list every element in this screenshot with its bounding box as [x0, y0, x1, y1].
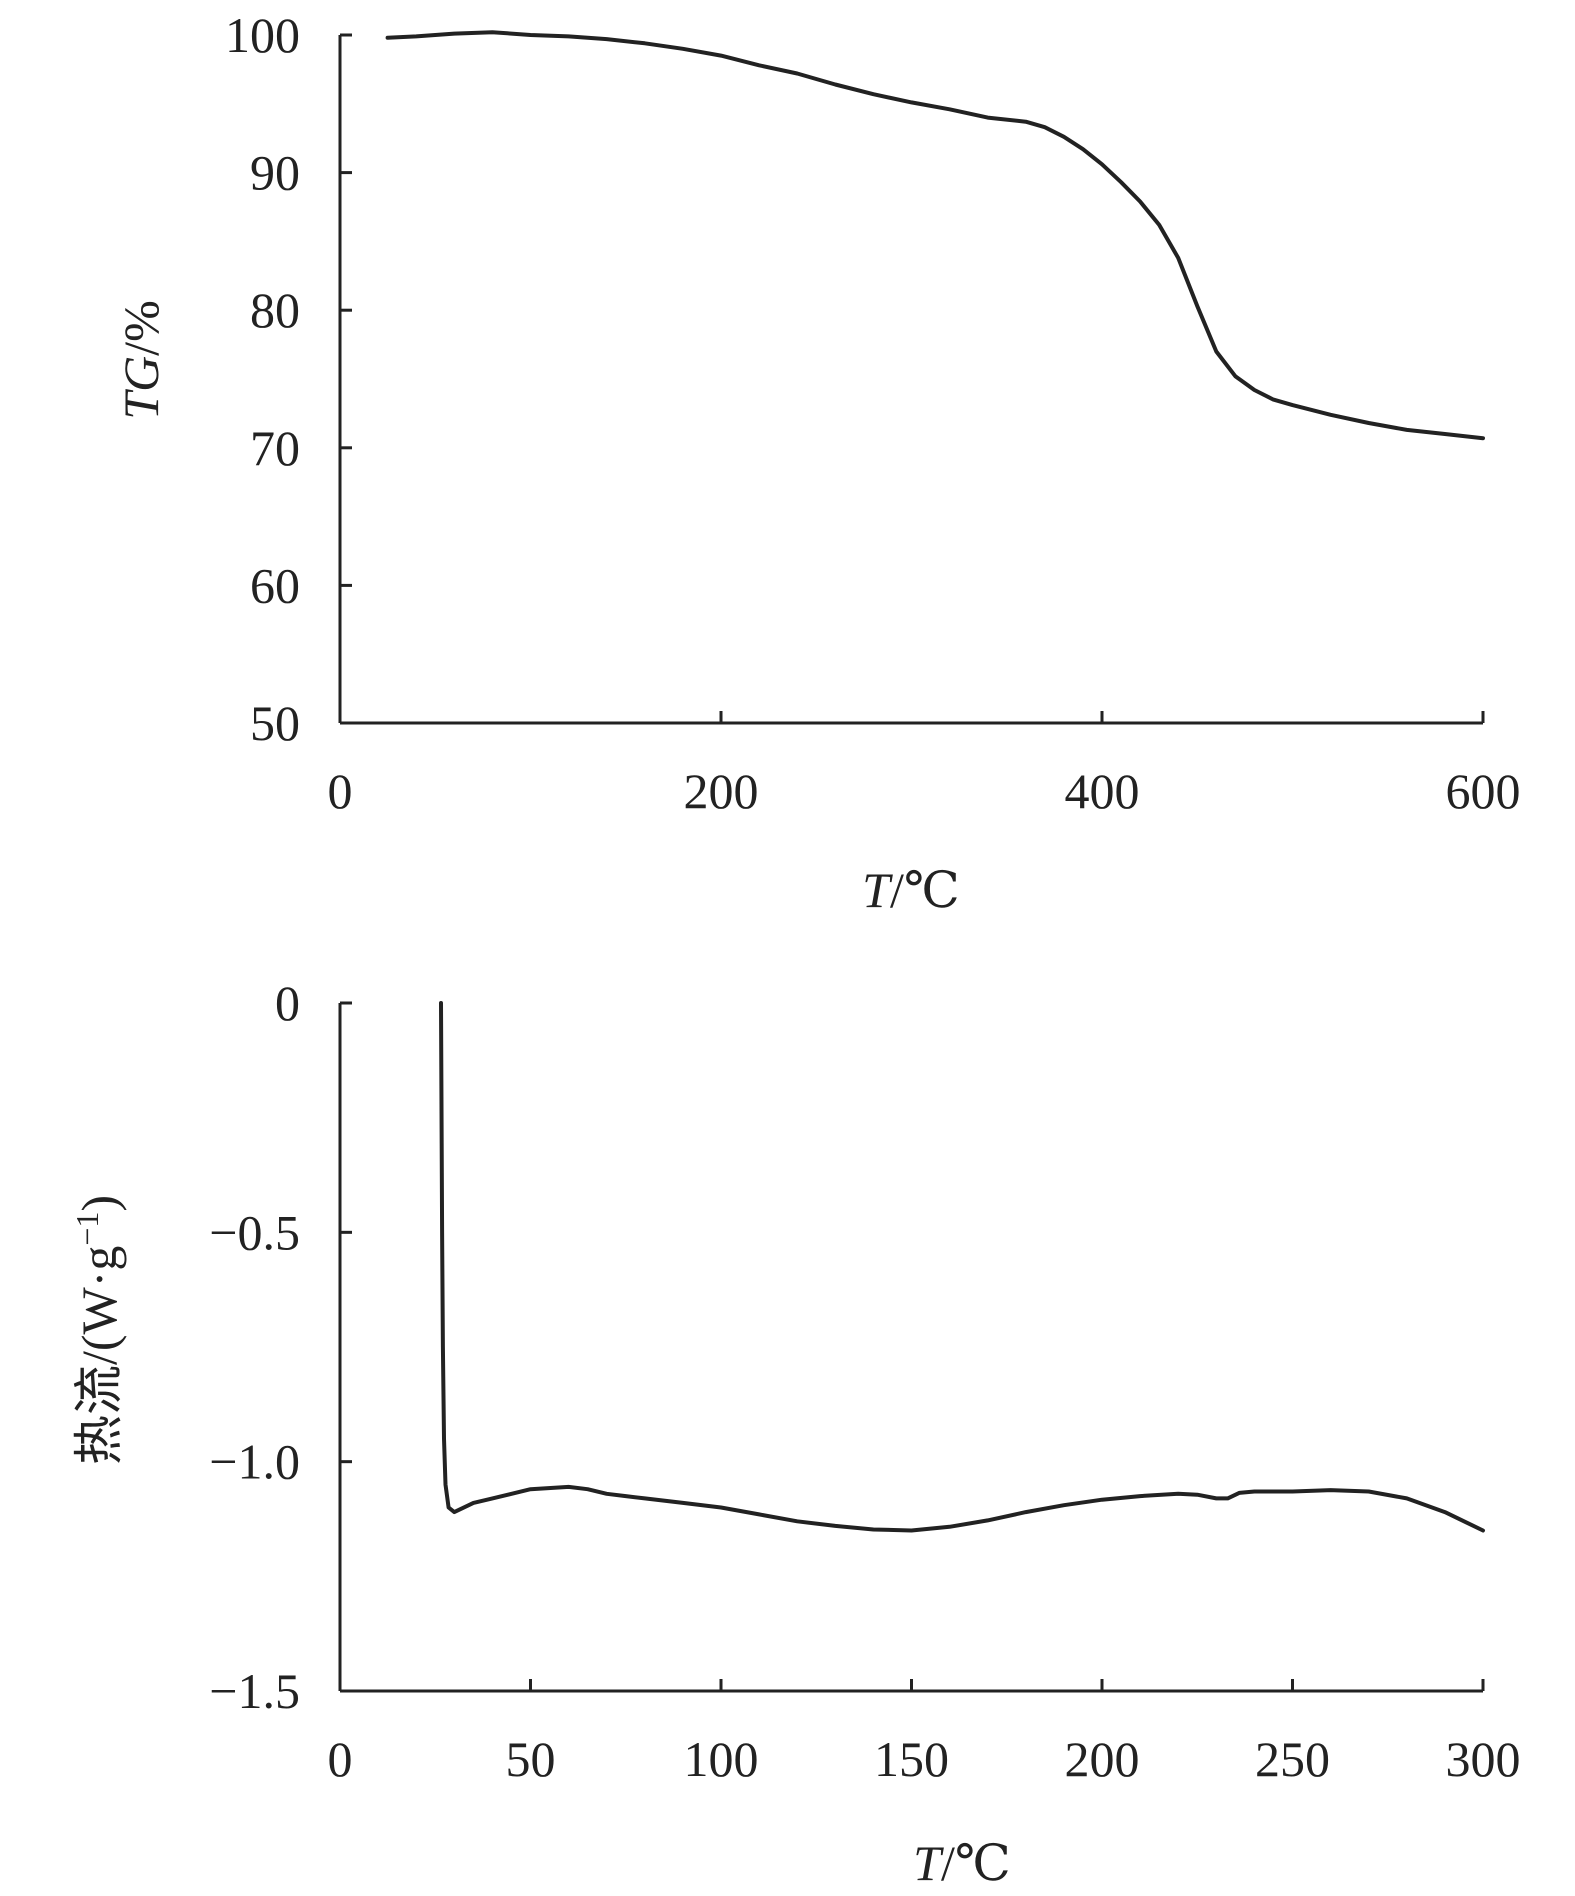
hf-y-tick-label: −0.5 — [209, 1204, 300, 1260]
hf-x-tick-label: 250 — [1255, 1731, 1330, 1787]
tg-y-ticks: 50 60 70 80 90 100 — [225, 7, 352, 751]
tg-y-axis-title: TG/% — [113, 300, 169, 419]
tg-y-tick-label: 90 — [250, 145, 300, 201]
hf-x-tick-label: 50 — [506, 1731, 556, 1787]
heat-flow-curve — [439, 1001, 1485, 1533]
tg-curve — [385, 30, 1485, 441]
tg-y-tick-label: 50 — [250, 695, 300, 751]
tg-x-tick-label: 400 — [1065, 763, 1140, 819]
hf-x-axis-title: T/℃ — [913, 1835, 1011, 1891]
tg-y-tick-label: 60 — [250, 557, 300, 613]
tg-chart: 0 200 400 600 50 60 70 80 90 100 T/℃ TG/% — [113, 7, 1521, 918]
tg-y-tick-label: 100 — [225, 7, 300, 63]
tg-x-ticks: 0 200 400 600 — [328, 711, 1521, 819]
hf-y-tick-label: −1.0 — [209, 1434, 300, 1490]
hf-x-tick-label: 150 — [874, 1731, 949, 1787]
heat-flow-chart: 0 50 100 150 200 250 300 −1.5 −1.0 −0.5 0 T/℃ 热流/… — [69, 975, 1521, 1891]
hf-y-ticks: −1.5 −1.0 −0.5 0 — [209, 975, 352, 1719]
hf-x-tick-label: 300 — [1446, 1731, 1521, 1787]
tg-y-tick-label: 80 — [250, 282, 300, 338]
tg-y-tick-label: 70 — [250, 420, 300, 476]
hf-x-tick-label: 0 — [328, 1731, 353, 1787]
hf-y-tick-label: −1.5 — [209, 1663, 300, 1719]
tg-x-tick-label: 600 — [1446, 763, 1521, 819]
tg-x-axis-title: T/℃ — [862, 862, 960, 918]
tg-x-tick-label: 0 — [328, 763, 353, 819]
hf-x-tick-label: 100 — [684, 1731, 759, 1787]
hf-x-tick-label: 200 — [1065, 1731, 1140, 1787]
hf-y-tick-label: 0 — [275, 975, 300, 1031]
hf-y-axis-title: 热流/(W·g−1) — [69, 1195, 127, 1465]
hf-x-ticks: 0 50 100 150 200 250 300 — [328, 1679, 1521, 1787]
tg-x-tick-label: 200 — [684, 763, 759, 819]
